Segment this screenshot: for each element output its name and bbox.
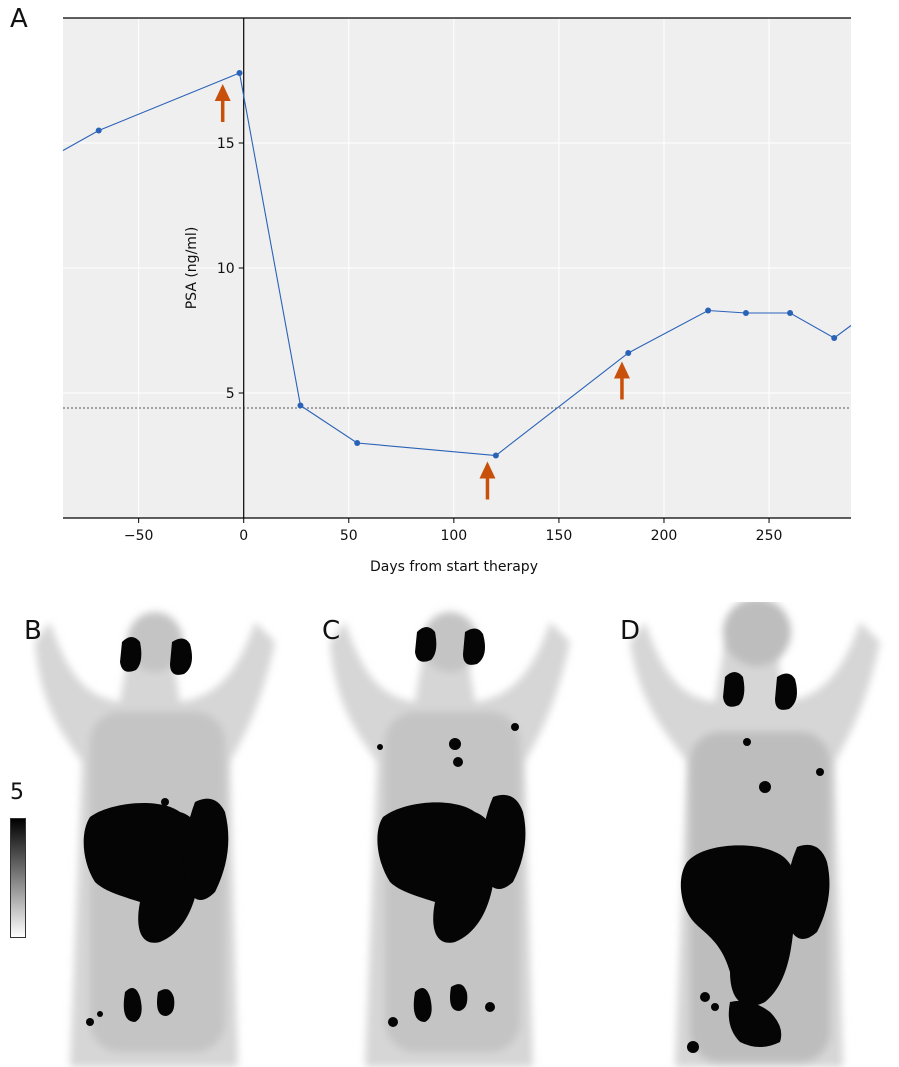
pet-scan-c <box>305 602 595 1067</box>
x-tick-label: −50 <box>124 528 154 544</box>
psa-data-point <box>297 402 304 409</box>
treatment-arrow-head <box>214 84 231 101</box>
psa-data-point <box>742 310 749 316</box>
psa-line-chart: −50 0 50 100 150 200 250 5 10 15 Days from start … <box>62 17 852 575</box>
psa-data-point <box>831 335 838 341</box>
x-tick-label: 150 <box>546 528 573 544</box>
psa-data-point <box>492 452 499 459</box>
psa-data-point <box>787 310 794 316</box>
panel-label-d: D <box>620 616 641 646</box>
psa-series-line <box>62 72 852 457</box>
treatment-arrow-head <box>613 361 630 379</box>
psa-data-point <box>354 440 361 446</box>
panel-label-a: A <box>10 4 28 34</box>
panel-label-b: B <box>24 616 42 646</box>
pet-scan-b <box>10 602 300 1067</box>
psa-data-point <box>236 70 243 76</box>
x-tick-label: 0 <box>239 528 248 544</box>
y-tick-label: 10 <box>217 261 235 277</box>
psa-data-point <box>705 307 712 314</box>
psa-data-point <box>625 350 632 356</box>
x-tick-label: 250 <box>756 528 783 544</box>
pet-scan-d <box>605 602 895 1067</box>
colorbar-max-label: 5 <box>10 780 24 805</box>
y-tick-label: 15 <box>217 136 235 152</box>
y-axis-label: PSA (ng/ml) <box>184 227 200 310</box>
x-tick-label: 200 <box>651 528 678 544</box>
treatment-arrow-head <box>479 461 496 479</box>
x-axis-label: Days from start therapy <box>370 559 538 575</box>
x-tick-label: 100 <box>440 528 467 544</box>
y-tick-label: 5 <box>226 386 235 402</box>
psa-data-point <box>95 127 102 134</box>
plot-layer: −50 0 50 100 150 200 250 5 10 15 <box>62 17 852 544</box>
colorbar <box>10 818 26 938</box>
panel-label-c: C <box>322 616 341 646</box>
x-tick-label: 50 <box>340 528 358 544</box>
